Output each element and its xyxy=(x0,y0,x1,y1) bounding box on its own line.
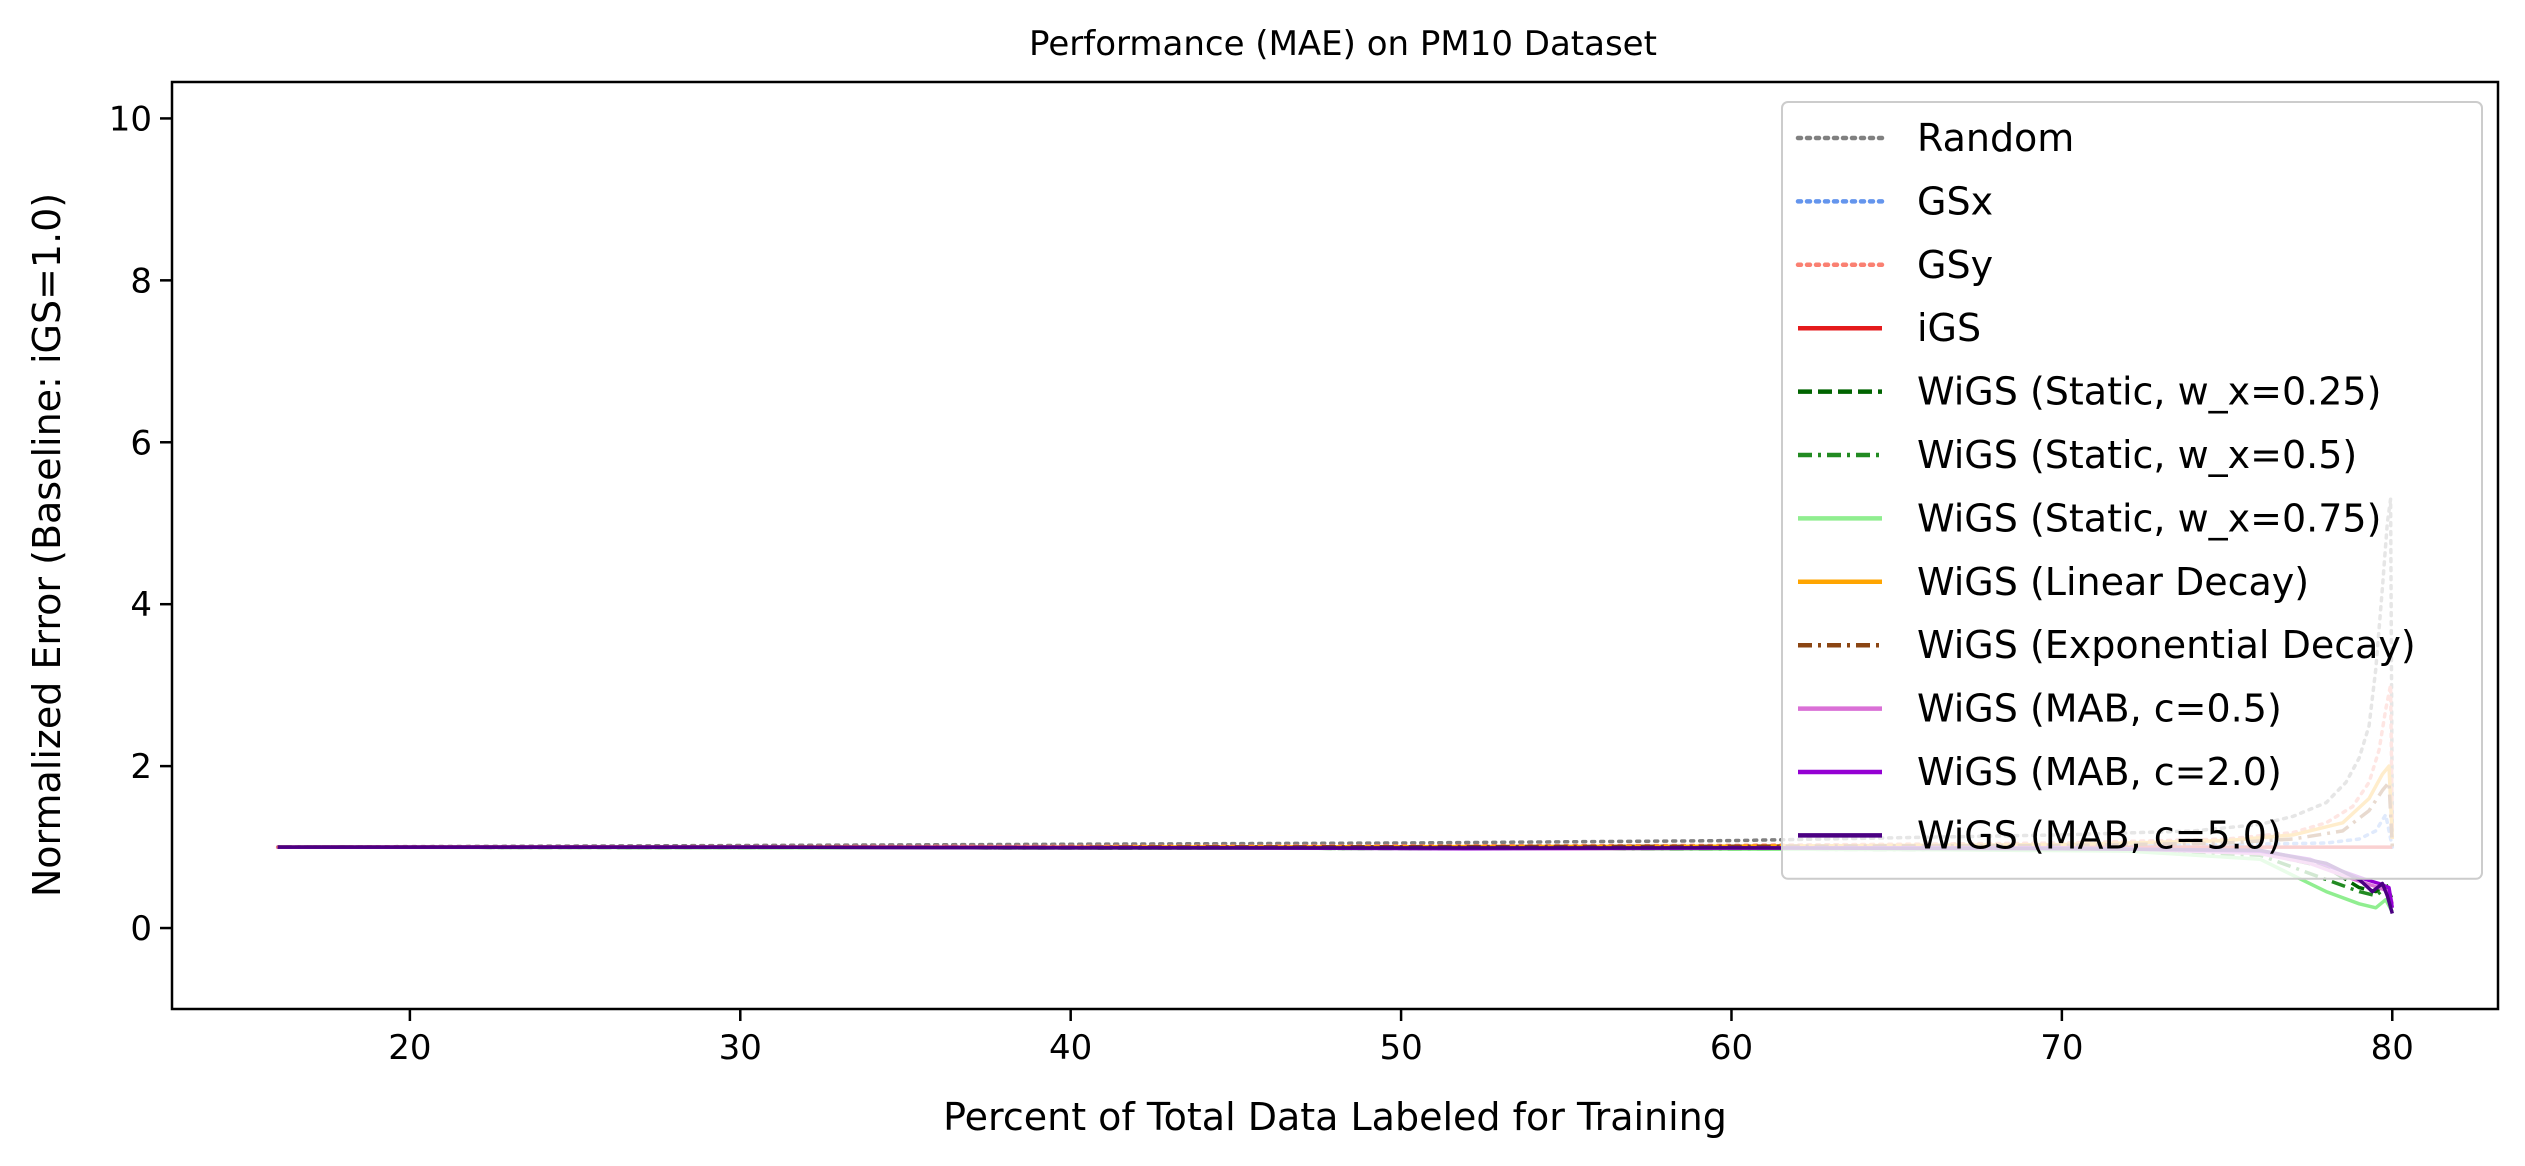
legend-label-11: WiGS (MAB, c=5.0) xyxy=(1917,813,2282,857)
plot-frame xyxy=(170,80,2500,1011)
y-axis-label: Normalized Error (Baseline: iGS=1.0) xyxy=(25,193,69,897)
legend-label-0: Random xyxy=(1917,116,2074,160)
legend-label-1: GSx xyxy=(1917,179,1993,223)
x-tick-label-6: 80 xyxy=(2371,1028,2414,1068)
legend-label-2: GSy xyxy=(1917,243,1993,287)
legend-label-6: WiGS (Static, w_x=0.75) xyxy=(1917,496,2381,540)
x-tick-label-4: 60 xyxy=(1710,1028,1753,1068)
y-axis: 0 2 4 6 8 10 xyxy=(109,99,172,949)
x-tick-label-2: 40 xyxy=(1049,1028,1092,1068)
legend-label-5: WiGS (Static, w_x=0.5) xyxy=(1917,433,2357,477)
legend-label-7: WiGS (Linear Decay) xyxy=(1917,560,2309,604)
legend: Random GSx GSy iGS WiGS (Static, w_x=0.25) Wi… xyxy=(1781,101,2483,880)
chart-title: Performance (MAE) on PM10 Dataset xyxy=(1029,24,1657,64)
y-tick-label-5: 10 xyxy=(109,99,152,139)
y-tick-label-2: 4 xyxy=(130,585,152,625)
legend-label-3: iGS xyxy=(1917,306,1981,350)
legend-label-8: WiGS (Exponential Decay) xyxy=(1917,623,2416,667)
y-tick-label-1: 2 xyxy=(130,747,152,787)
x-tick-label-3: 50 xyxy=(1379,1028,1422,1068)
legend-box xyxy=(1781,101,2483,880)
legend-label-9: WiGS (MAB, c=0.5) xyxy=(1917,687,2282,731)
y-tick-label-4: 8 xyxy=(130,261,152,301)
x-tick-label-1: 30 xyxy=(719,1028,762,1068)
x-tick-label-5: 70 xyxy=(2040,1028,2083,1068)
y-tick-label-0: 0 xyxy=(130,909,152,949)
y-tick-label-3: 6 xyxy=(130,423,152,463)
x-axis: 20 30 40 50 60 70 80 xyxy=(388,1009,2414,1068)
legend-label-10: WiGS (MAB, c=2.0) xyxy=(1917,750,2282,794)
x-axis-label: Percent of Total Data Labeled for Traini… xyxy=(943,1095,1727,1139)
x-tick-label-0: 20 xyxy=(388,1028,431,1068)
legend-label-4: WiGS (Static, w_x=0.25) xyxy=(1917,370,2381,414)
